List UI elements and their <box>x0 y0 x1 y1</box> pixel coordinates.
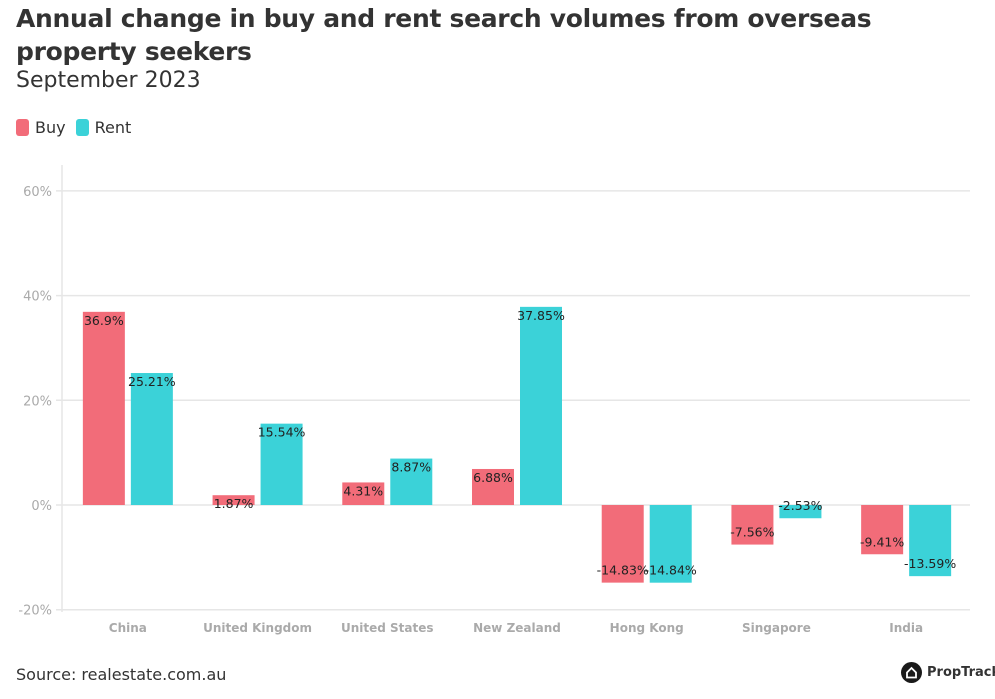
legend-swatch-buy <box>16 119 29 136</box>
legend-label-rent: Rent <box>94 118 132 137</box>
x-tick-label: China <box>109 621 147 635</box>
legend-swatch-rent <box>75 119 89 136</box>
bar-buy <box>601 505 644 583</box>
y-tick-label: 40% <box>23 290 52 305</box>
data-label: 36.9% <box>84 313 124 328</box>
data-label: -7.56% <box>730 525 774 540</box>
bar-buy <box>82 311 125 505</box>
data-label: -2.53% <box>778 498 822 513</box>
x-tick-label: New Zealand <box>473 621 561 635</box>
house-icon <box>901 662 922 683</box>
bar-rent <box>779 505 822 519</box>
data-label: 25.21% <box>128 374 176 389</box>
bar-buy <box>212 495 255 505</box>
chart-title: Annual change in buy and rent search vol… <box>16 4 872 66</box>
bar-buy <box>342 482 385 505</box>
data-label: 1.87% <box>214 496 254 511</box>
bar-buy <box>861 505 904 555</box>
data-label: -13.59% <box>904 556 956 571</box>
y-tick-label: 20% <box>23 394 52 409</box>
chart-subtitle: September 2023 <box>16 68 201 93</box>
x-tick-label: United States <box>341 621 434 635</box>
bar-buy <box>472 468 514 505</box>
x-tick-label: United Kingdom <box>203 621 312 635</box>
bar-rent <box>390 458 433 505</box>
data-label: 37.85% <box>517 308 565 323</box>
bar-rent <box>649 505 692 583</box>
data-label: 8.87% <box>391 460 431 475</box>
x-tick-label: Singapore <box>742 621 811 635</box>
legend-item-buy[interactable]: Buy <box>16 118 66 137</box>
y-tick-label: 0% <box>31 499 52 514</box>
data-label: 4.31% <box>343 483 383 498</box>
legend-label-buy: Buy <box>35 118 66 137</box>
proptrack-logo: PropTrack <box>901 662 995 683</box>
legend: Buy Rent <box>16 118 131 137</box>
legend-item-rent[interactable]: Rent <box>75 118 132 137</box>
bar-buy <box>731 505 774 545</box>
x-tick-label: Hong Kong <box>610 621 684 635</box>
bar-rent <box>260 423 303 505</box>
data-label: 6.88% <box>473 470 513 485</box>
data-label: 15.54% <box>258 425 306 440</box>
bar-rent <box>909 505 952 577</box>
source-note: Source: realestate.com.au <box>16 665 227 684</box>
brand-name: PropTrack <box>927 665 995 680</box>
y-tick-label: -20% <box>18 604 52 619</box>
y-tick-label: 60% <box>23 185 52 200</box>
bar-rent <box>520 306 562 505</box>
data-label: -14.84% <box>645 563 697 578</box>
x-tick-label: India <box>889 621 923 635</box>
bar-rent <box>130 373 173 505</box>
data-label: -14.83% <box>597 563 649 578</box>
data-label: -9.41% <box>860 534 904 549</box>
